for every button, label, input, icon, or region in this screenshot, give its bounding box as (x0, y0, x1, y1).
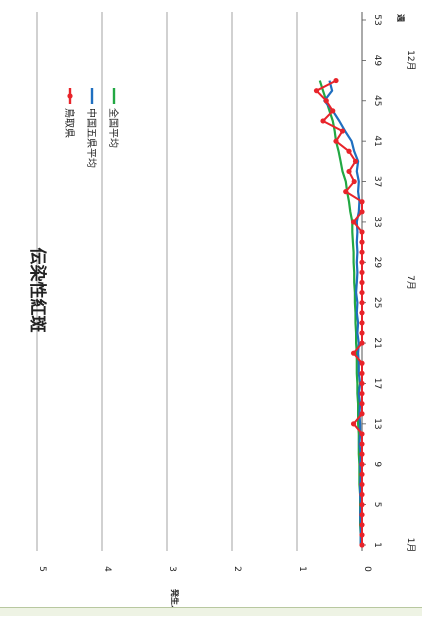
legend-label-0: 鳥取県 (63, 108, 76, 138)
series-0-point-7 (359, 481, 365, 488)
series-0-point-47 (333, 77, 339, 84)
series-0-point-39 (352, 158, 359, 164)
series-0-point-4 (359, 512, 365, 518)
x-tick-label-9: 9 (372, 461, 382, 467)
series-0-point-22 (359, 330, 365, 336)
series-0-point-28 (359, 269, 365, 276)
series-0-point-14 (359, 411, 365, 417)
x-axis-label: 週 (396, 14, 405, 22)
y-tick-label-2: 2 (232, 566, 242, 572)
y-tick-label-5: 5 (37, 566, 47, 572)
y-tick-label-4: 4 (102, 566, 112, 572)
x-tick-label-53: 53 (372, 14, 382, 25)
series-line-1 (323, 80, 362, 545)
series-0-point-33 (350, 219, 357, 225)
series-0-point-12 (359, 431, 365, 437)
x-tick-label-45: 45 (372, 95, 382, 106)
chart-title: 伝染性紅斑 (27, 248, 48, 333)
x-tick-label-37: 37 (372, 176, 382, 187)
series-0-point-21 (359, 340, 365, 346)
y-tick-label-0: 0 (362, 566, 372, 572)
series-0-point-27 (359, 279, 365, 286)
series-0-point-26 (359, 289, 365, 296)
series-0-point-45 (323, 98, 329, 104)
legend: 鳥取県 中国五県平均 全国平均 (63, 88, 120, 168)
x-tick-label-29: 29 (372, 257, 382, 269)
series-0-point-43 (320, 118, 326, 124)
x-tick-label-13: 13 (372, 418, 382, 429)
series-0-point-42 (339, 128, 346, 134)
legend-label-2: 全国平均 (107, 108, 120, 148)
month-label-1: 7月 (405, 275, 416, 290)
series-0-point-41 (333, 138, 339, 144)
series-0-point-16 (359, 390, 365, 397)
series-0-point-15 (359, 401, 365, 407)
series-0-point-3 (359, 522, 365, 528)
grid-layer (36, 12, 363, 551)
y-axis-label: 発生人数 (170, 588, 180, 615)
x-tick-label-21: 21 (372, 337, 382, 348)
x-tick-label-1: 1 (372, 542, 382, 548)
y-tick-label-1: 1 (297, 566, 307, 572)
series-0-point-40 (346, 148, 352, 154)
series-0-point-36 (343, 189, 349, 195)
series-0-point-13 (350, 421, 357, 427)
x-tick-label-17: 17 (372, 378, 382, 389)
series-0-point-9 (359, 461, 365, 467)
series-0-point-29 (359, 259, 365, 265)
series-layer (313, 77, 365, 548)
series-0-point-5 (359, 502, 365, 508)
series-0-point-6 (359, 491, 365, 498)
series-0-point-8 (359, 471, 365, 477)
x-tick-label-25: 25 (372, 297, 382, 308)
series-0-point-30 (359, 249, 365, 255)
series-0-point-11 (359, 441, 365, 447)
y-tick-label-3: 3 (167, 566, 177, 572)
series-0-point-1 (359, 542, 365, 548)
series-0-point-34 (359, 209, 365, 215)
bottom-strip (0, 607, 422, 616)
series-0-point-19 (359, 360, 365, 366)
legend-marker-0 (67, 93, 73, 99)
series-0-point-2 (359, 532, 365, 538)
series-0-point-17 (359, 380, 365, 387)
x-tick-label-5: 5 (372, 502, 382, 508)
series-0-point-10 (359, 451, 365, 457)
series-0-point-46 (313, 88, 320, 94)
legend-label-1: 中国五県平均 (85, 108, 98, 168)
series-0-point-25 (359, 300, 365, 306)
series-0-point-31 (359, 239, 365, 245)
x-tick-label-41: 41 (372, 135, 382, 146)
series-0-point-32 (359, 229, 365, 235)
series-0-point-38 (346, 168, 352, 175)
series-0-point-37 (351, 178, 357, 185)
series-0-point-44 (330, 108, 336, 114)
series-0-point-24 (359, 310, 365, 316)
series-0-point-23 (359, 320, 365, 326)
month-label-0: 1月 (405, 538, 416, 553)
series-0-point-35 (359, 199, 365, 205)
series-0-point-18 (359, 370, 365, 376)
month-label-2: 12月 (405, 50, 416, 70)
x-tick-label-49: 49 (372, 55, 382, 67)
series-0-point-20 (350, 350, 357, 356)
x-tick-label-33: 33 (372, 216, 382, 227)
